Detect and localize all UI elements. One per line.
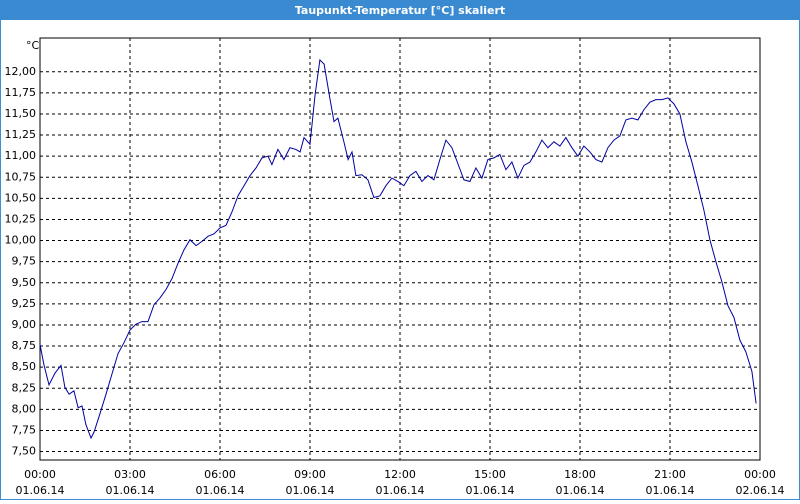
y-tick-label: 7,50 <box>12 445 37 458</box>
x-tick-label: 12:00 <box>384 468 416 481</box>
y-tick-label: 8,75 <box>12 339 37 352</box>
y-tick-label: 9,25 <box>12 297 37 310</box>
x-tick-label: 15:00 <box>474 468 506 481</box>
x-tick-date: 01.06.14 <box>16 484 65 497</box>
y-tick-label: 8,00 <box>12 402 37 415</box>
y-tick-label: 9,00 <box>12 318 37 331</box>
x-tick-date: 01.06.14 <box>466 484 515 497</box>
x-tick-label: 18:00 <box>564 468 596 481</box>
data-line <box>39 58 757 440</box>
y-tick-label: 9,50 <box>12 276 37 289</box>
x-tick-date: 01.06.14 <box>646 484 695 497</box>
x-tick-date: 01.06.14 <box>376 484 425 497</box>
y-tick-label: 11,25 <box>5 128 37 141</box>
x-tick-label: 00:00 <box>744 468 776 481</box>
x-tick-label: 21:00 <box>654 468 686 481</box>
y-tick-label: 9,75 <box>12 255 37 268</box>
title-bar <box>0 0 800 20</box>
y-tick-label: 11,50 <box>5 107 37 120</box>
x-tick-date: 01.06.14 <box>106 484 155 497</box>
x-tick-date: 01.06.14 <box>286 484 335 497</box>
y-tick-label: 10,00 <box>5 234 37 247</box>
x-tick-label: 06:00 <box>204 468 236 481</box>
x-tick-label: 03:00 <box>114 468 146 481</box>
y-tick-label: 7,75 <box>12 423 37 436</box>
unit-label: °C <box>26 39 40 52</box>
x-tick-date: 02.06.14 <box>736 484 785 497</box>
y-tick-label: 8,25 <box>12 381 37 394</box>
x-tick-date: 01.06.14 <box>196 484 245 497</box>
x-tick-label: 09:00 <box>294 468 326 481</box>
y-tick-label: 8,50 <box>12 360 37 373</box>
y-tick-label: 10,50 <box>5 191 37 204</box>
y-tick-label: 11,00 <box>5 149 37 162</box>
y-tick-label: 12,00 <box>5 65 37 78</box>
x-tick-date: 01.06.14 <box>556 484 605 497</box>
y-tick-label: 10,75 <box>5 170 37 183</box>
y-tick-label: 11,75 <box>5 86 37 99</box>
y-tick-label: 10,25 <box>5 212 37 225</box>
x-tick-label: 00:00 <box>24 468 56 481</box>
window-title: Taupunkt-Temperatur [°C] skaliert <box>295 4 505 17</box>
